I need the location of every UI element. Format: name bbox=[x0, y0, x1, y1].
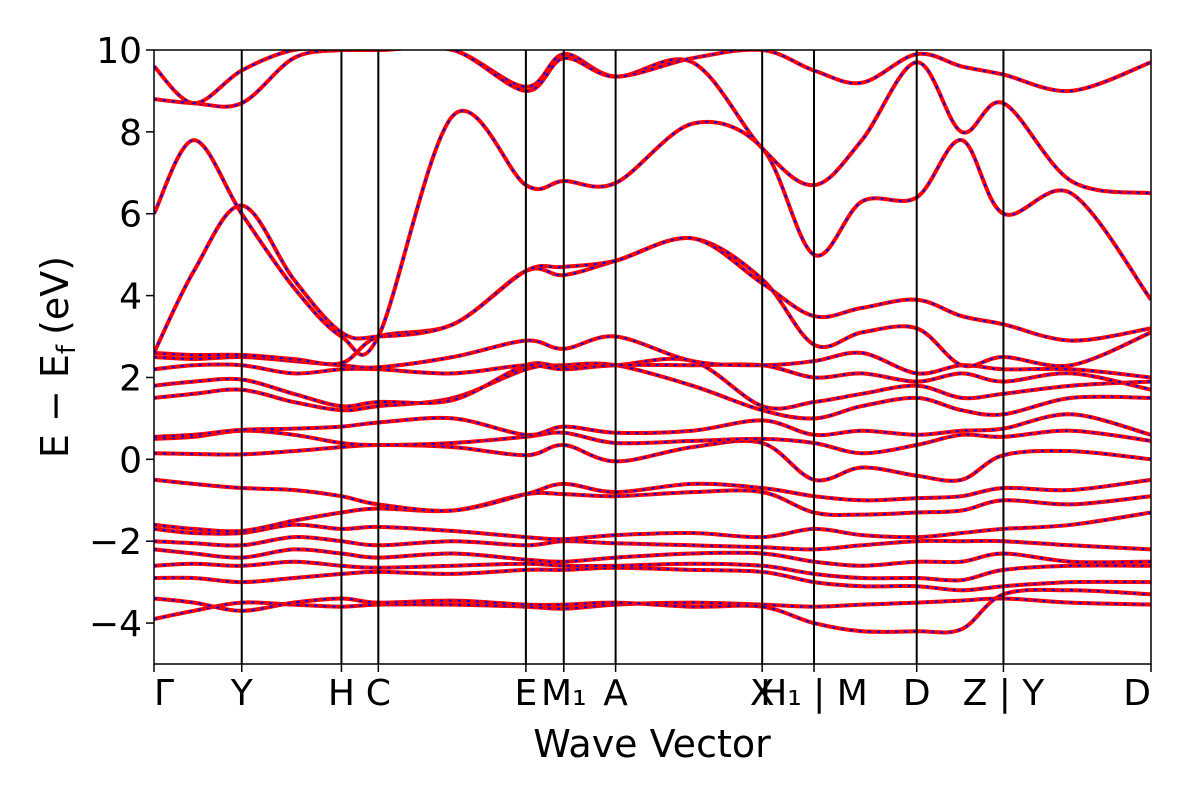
x-tick-label: H bbox=[328, 673, 355, 714]
band-line-12 bbox=[154, 412, 1151, 439]
y-tick-label: 6 bbox=[119, 195, 142, 236]
y-tick-label: 10 bbox=[96, 31, 142, 72]
x-tick-label: D bbox=[1123, 673, 1151, 714]
y-axis-title: E − Ef (eV) bbox=[33, 256, 82, 458]
band-line-19 bbox=[154, 108, 1151, 357]
band-line-overlay-14 bbox=[154, 357, 1151, 410]
x-tick-label: C bbox=[366, 673, 391, 714]
kpoint-separators bbox=[240, 50, 1005, 664]
band-lines bbox=[154, 50, 1151, 635]
band-line-overlay-2 bbox=[154, 588, 1151, 634]
band-line-overlay-19 bbox=[154, 109, 1151, 356]
y-tick-label: 0 bbox=[119, 440, 142, 481]
y-tick-label: 4 bbox=[119, 277, 142, 318]
x-tick-label: X bbox=[750, 673, 775, 714]
band-line-15 bbox=[154, 362, 1151, 392]
band-line-overlay-18 bbox=[154, 204, 1151, 354]
y-axis-title-unit: (eV) bbox=[33, 256, 77, 335]
band-line-18 bbox=[154, 203, 1151, 354]
plot-frame bbox=[153, 49, 1152, 665]
x-axis-ticks: Γ Y H C E M₁ A XH₁ | M D Z | Y D bbox=[153, 664, 1152, 714]
x-tick-label: Y bbox=[230, 673, 254, 714]
y-tick-label: 8 bbox=[119, 113, 142, 154]
y-tick-label: −2 bbox=[89, 522, 142, 563]
y-axis-title-main: E − E bbox=[33, 354, 77, 458]
y-axis-ticks: −4 −2 0 2 4 6 8 10 bbox=[89, 31, 154, 645]
x-tick-label: Γ bbox=[154, 673, 174, 714]
band-line-overlay-17 bbox=[154, 237, 1151, 368]
x-tick-label: A bbox=[603, 673, 628, 714]
band-line-overlay-13 bbox=[154, 362, 1151, 420]
band-line-overlay-10 bbox=[154, 439, 1151, 482]
x-tick-label: E bbox=[515, 673, 538, 714]
x-axis-title: Wave Vector bbox=[533, 722, 771, 766]
band-line-overlay-12 bbox=[154, 413, 1151, 438]
band-line-10 bbox=[154, 438, 1151, 483]
y-tick-label: −4 bbox=[89, 604, 142, 645]
band-line-overlay-7 bbox=[154, 511, 1151, 541]
y-axis-title-sub: f bbox=[52, 344, 82, 354]
band-line-overlay-5 bbox=[154, 548, 1151, 567]
band-line-overlay-20 bbox=[154, 50, 1151, 195]
x-tick-label: D bbox=[903, 673, 931, 714]
y-tick-label: 2 bbox=[119, 358, 142, 399]
x-tick-label: H₁ | M bbox=[760, 673, 868, 714]
x-tick-label: Z | Y bbox=[963, 673, 1046, 714]
x-tick-label: M₁ bbox=[541, 673, 587, 714]
